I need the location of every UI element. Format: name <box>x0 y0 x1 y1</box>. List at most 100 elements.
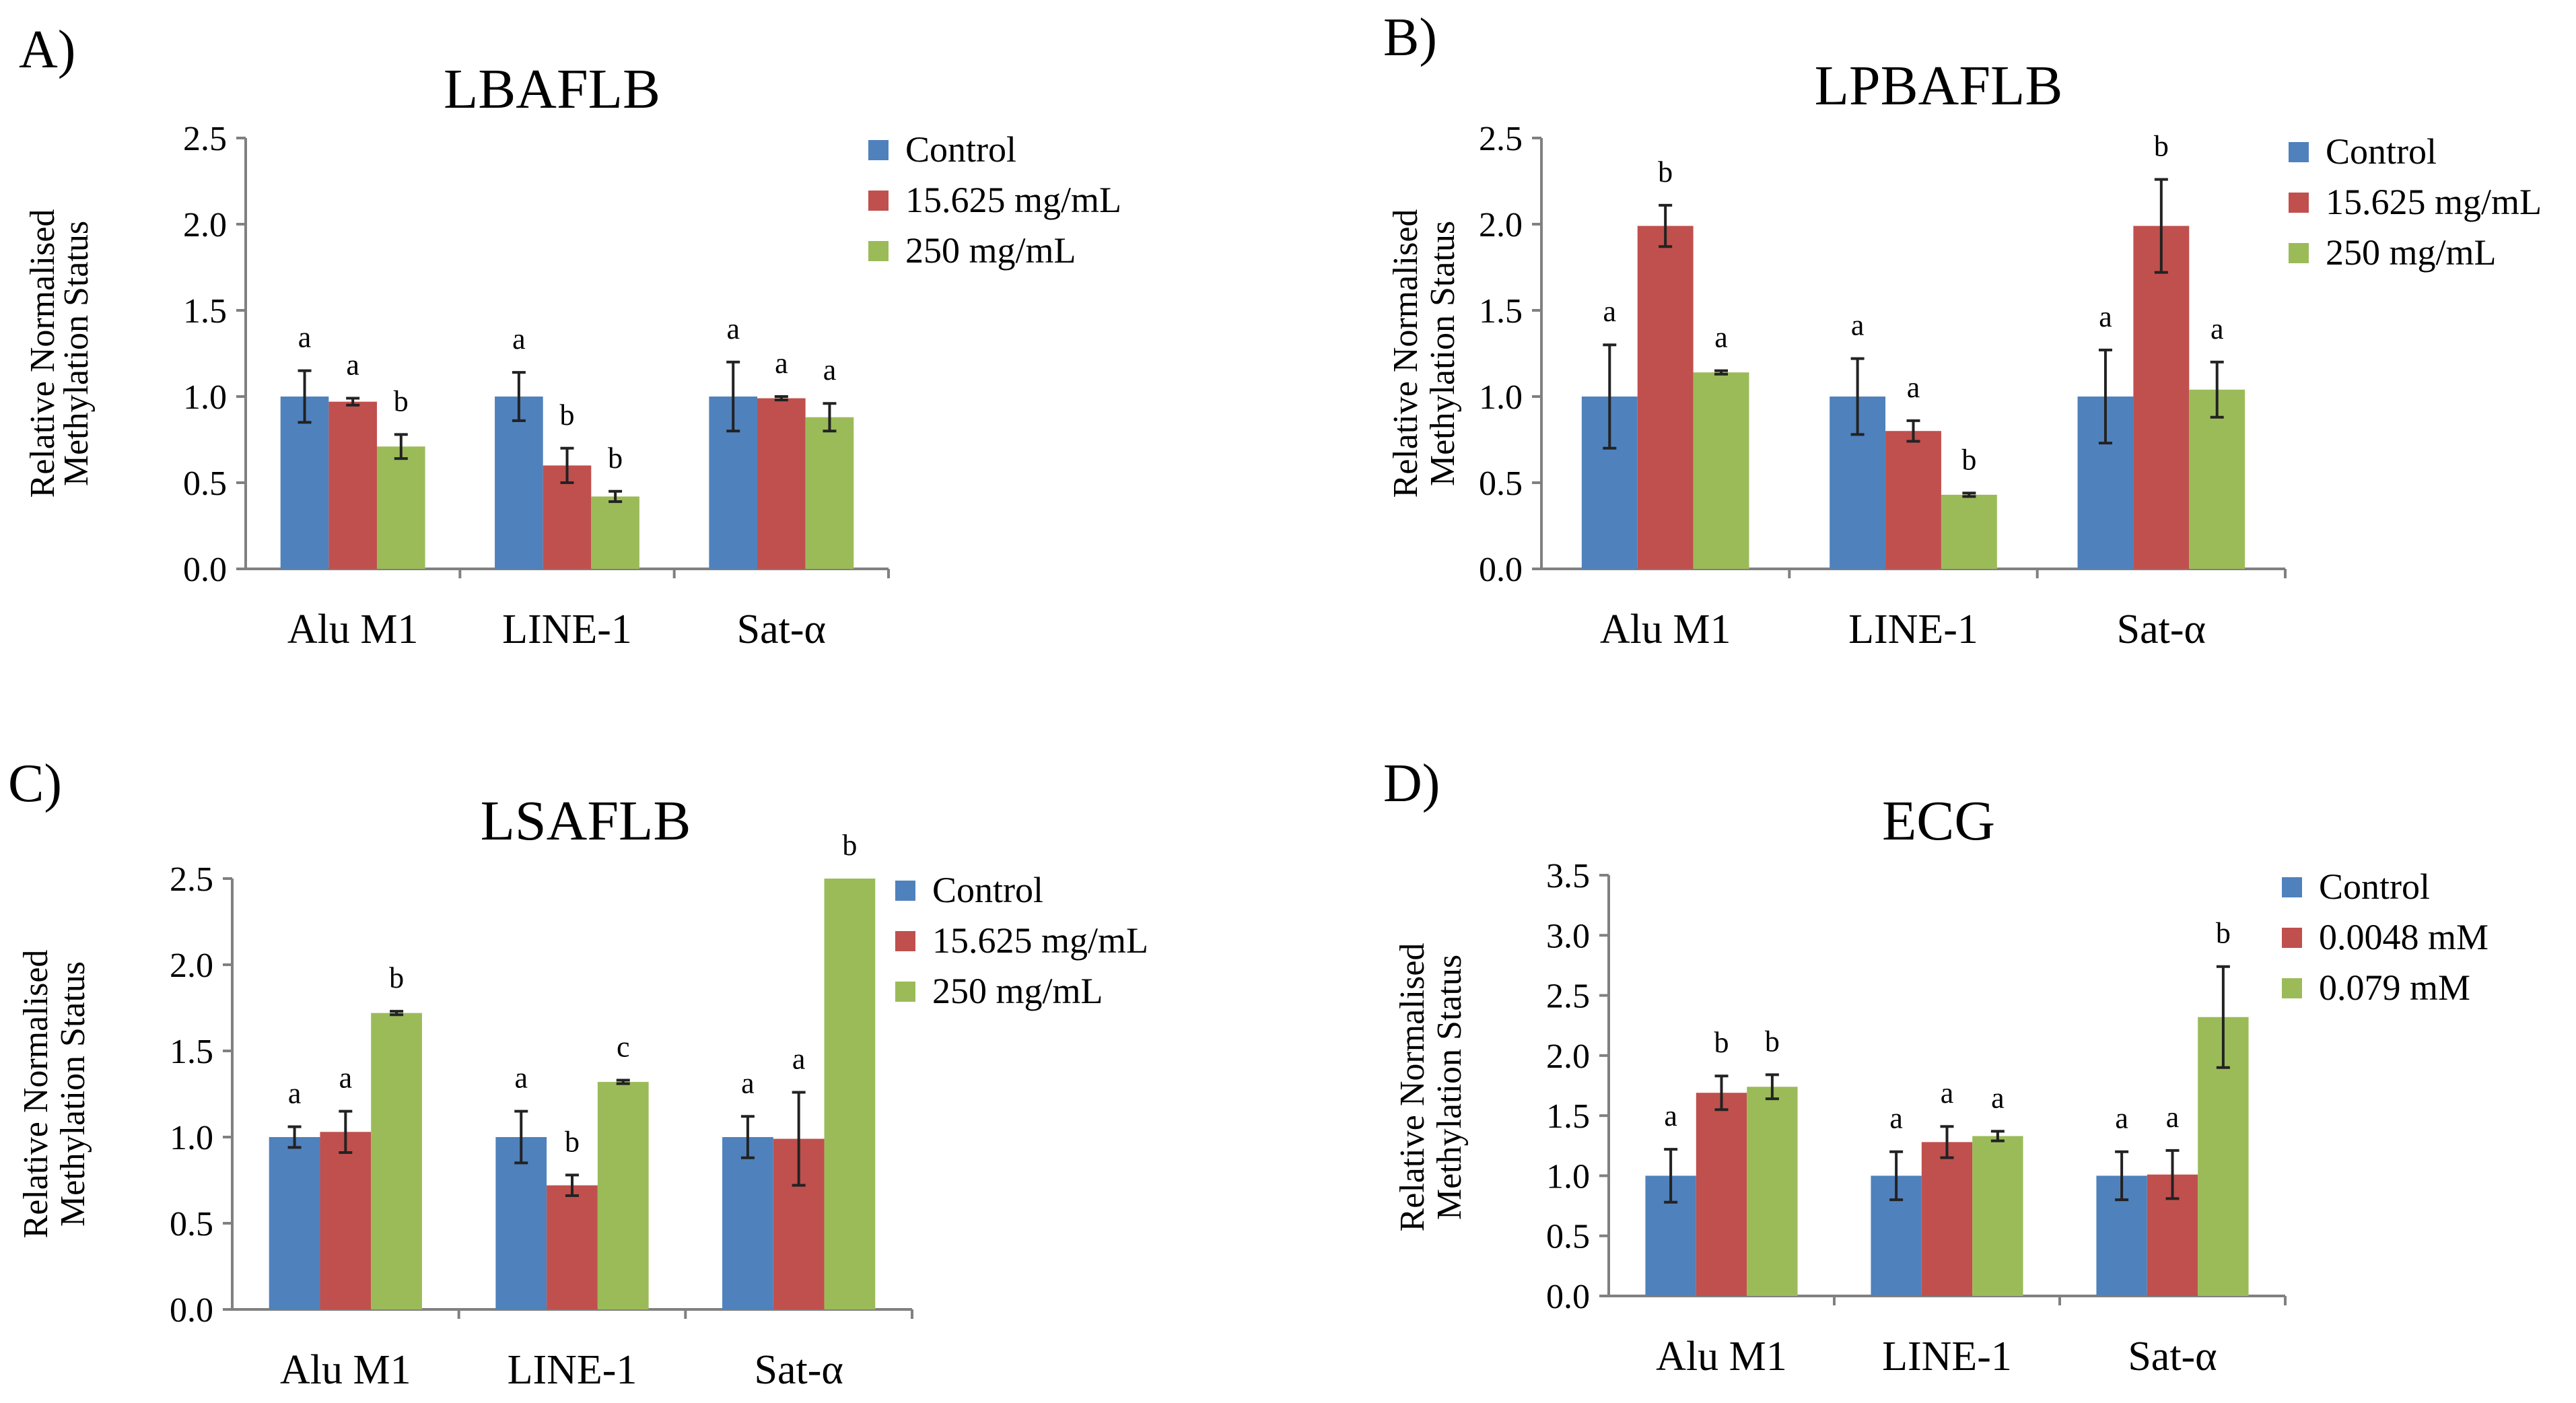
legend-label: 250 mg/mL <box>932 971 1103 1011</box>
significance-letter: a <box>1714 321 1728 354</box>
significance-letter: a <box>1889 1102 1903 1135</box>
bar-high-dose <box>1941 494 1997 569</box>
x-category-label: LINE-1 <box>1848 607 1978 652</box>
y-tick-label: 1.5 <box>1479 292 1523 331</box>
bar-high-dose <box>591 496 639 569</box>
significance-letter: b <box>2216 917 2231 950</box>
legend: Control 15.625 mg/mL 250 mg/mL <box>895 870 1148 1011</box>
legend-swatch <box>868 241 889 261</box>
y-tick-label: 1.0 <box>1546 1157 1590 1196</box>
legend-swatch <box>895 881 915 901</box>
bar-control <box>495 397 543 569</box>
bar-high-dose <box>824 879 876 1309</box>
significance-letter: b <box>1714 1026 1729 1059</box>
x-category-label: Alu M1 <box>280 1347 411 1393</box>
legend-label: 250 mg/mL <box>905 230 1076 271</box>
bar-high-dose <box>805 417 854 569</box>
bar-low-dose <box>1921 1142 1973 1296</box>
significance-letter: a <box>1664 1099 1677 1132</box>
panel-letter: B) <box>1383 8 1437 67</box>
significance-letter: b <box>394 384 409 417</box>
y-tick-label: 0.5 <box>1479 465 1523 503</box>
significance-letter: a <box>726 312 740 345</box>
y-tick-label: 1.0 <box>170 1119 213 1157</box>
significance-letter: a <box>512 322 526 355</box>
x-category-label: Sat-α <box>2128 1334 2217 1379</box>
legend-swatch <box>868 140 889 160</box>
y-tick-label: 0.5 <box>183 465 227 503</box>
y-tick-label: 0.0 <box>1546 1278 1590 1316</box>
legend-label: 15.625 mg/mL <box>932 920 1148 961</box>
significance-letter: a <box>741 1066 755 1099</box>
significance-letter: b <box>389 961 404 994</box>
y-tick-label: 2.5 <box>170 860 213 899</box>
significance-letter: a <box>2211 312 2224 345</box>
legend-label: 15.625 mg/mL <box>2326 182 2542 222</box>
legend: Control 15.625 mg/mL 250 mg/mL <box>2289 131 2542 273</box>
legend-label: 250 mg/mL <box>2326 232 2497 273</box>
significance-letter: a <box>514 1062 528 1095</box>
y-tick-label: 2.5 <box>1546 978 1590 1016</box>
y-tick-label: 1.5 <box>183 292 227 331</box>
significance-letter: a <box>1603 295 1617 328</box>
y-tick-label: 0.5 <box>1546 1218 1590 1256</box>
legend-swatch <box>895 982 915 1002</box>
significance-letter: a <box>1907 371 1920 404</box>
bar-high-dose <box>1747 1087 1798 1296</box>
significance-letter: a <box>2099 300 2112 333</box>
bar-control <box>269 1137 320 1309</box>
x-category-label: Sat-α <box>2117 607 2206 652</box>
panel-letter: A) <box>19 20 75 79</box>
significance-letter: a <box>2115 1102 2128 1135</box>
legend-swatch <box>2289 243 2309 263</box>
y-axis-label-line2: Methylation Status <box>57 221 96 486</box>
significance-letter: b <box>565 1125 580 1158</box>
legend-label: Control <box>905 129 1016 170</box>
significance-letter: c <box>617 1031 630 1064</box>
significance-letter: a <box>775 347 788 380</box>
y-tick-label: 2.0 <box>183 206 227 244</box>
significance-letter: b <box>608 442 623 475</box>
legend: Control 0.0048 mM 0.079 mM <box>2282 866 2488 1008</box>
legend-label: Control <box>932 870 1043 910</box>
significance-letter: a <box>1941 1076 1954 1109</box>
significance-letter: a <box>288 1077 302 1110</box>
y-tick-label: 0.5 <box>170 1205 213 1243</box>
y-tick-label: 0.0 <box>1479 551 1523 589</box>
bar-high-dose <box>1693 372 1749 569</box>
significance-letter: b <box>1658 156 1673 189</box>
bar-low-dose <box>1696 1093 1747 1296</box>
legend-swatch <box>2289 142 2309 162</box>
significance-letter: b <box>1961 443 1976 476</box>
bar-low-dose <box>757 398 806 569</box>
bar-low-dose <box>1885 431 1941 569</box>
significance-letter: b <box>842 829 857 862</box>
y-axis-label-line1: Relative Normalised <box>1393 943 1432 1232</box>
y-axis-label-line1: Relative Normalised <box>17 950 55 1239</box>
legend-swatch <box>2289 193 2309 213</box>
legend-label: Control <box>2319 866 2430 907</box>
significance-letter: a <box>1991 1081 2005 1114</box>
bar-high-dose <box>1972 1136 2023 1296</box>
legend-swatch <box>2282 877 2302 897</box>
chart-title: LPBAFLB <box>1815 55 2063 117</box>
y-axis-label-line1: Relative Normalised <box>1387 209 1425 498</box>
legend-swatch <box>895 931 915 951</box>
bar-control <box>495 1137 547 1309</box>
y-tick-label: 2.0 <box>1479 206 1523 244</box>
y-axis-label-line2: Methylation Status <box>1424 221 1462 486</box>
y-axis-label-line2: Methylation Status <box>54 961 92 1227</box>
y-tick-label: 0.0 <box>183 551 227 589</box>
y-tick-label: 2.0 <box>170 947 213 985</box>
legend-label: 0.079 mM <box>2319 967 2470 1008</box>
significance-letter: a <box>339 1062 353 1095</box>
y-axis-label-line1: Relative Normalised <box>24 209 62 498</box>
x-category-label: LINE-1 <box>502 607 632 652</box>
y-axis-label-line2: Methylation Status <box>1430 955 1469 1220</box>
significance-letter: a <box>2166 1101 2180 1134</box>
x-category-label: Sat-α <box>754 1347 843 1393</box>
